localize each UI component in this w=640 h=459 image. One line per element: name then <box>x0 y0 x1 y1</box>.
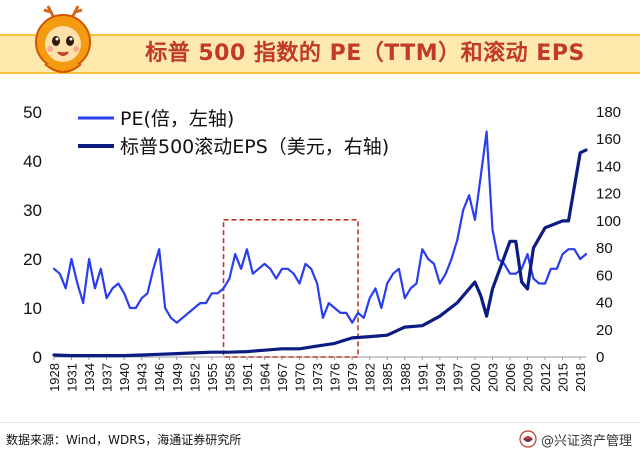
x-tick-label: 1952 <box>187 363 202 392</box>
right-y-tick-label: 40 <box>596 295 613 312</box>
pe-series-line <box>52 130 588 324</box>
x-tick-label: 1934 <box>82 363 97 392</box>
x-tick-label: 1949 <box>170 363 185 392</box>
x-tick-label: 1958 <box>222 363 237 392</box>
x-tick-label: 1976 <box>328 363 343 392</box>
x-tick-label: 2018 <box>573 363 588 392</box>
title-bar: 标普 500 指数的 PE（TTM）和滚动 EPS <box>0 34 640 74</box>
left-y-tick-label: 30 <box>23 201 42 220</box>
mascot-face <box>45 26 81 62</box>
right-y-tick-label: 0 <box>596 349 604 366</box>
left-y-tick-label: 10 <box>23 299 42 318</box>
data-source-note: 数据来源：Wind，WDRS，海通证券研究所 <box>6 433 242 447</box>
eps-series-line <box>52 148 588 358</box>
left-y-tick-label: 20 <box>23 250 42 269</box>
x-tick-label: 1940 <box>117 363 132 392</box>
x-tick-label: 2015 <box>556 363 571 392</box>
x-tick-label: 2009 <box>521 363 536 392</box>
x-tick-label: 1979 <box>345 363 360 392</box>
x-tick-label: 1964 <box>257 363 272 392</box>
left-y-tick-label: 40 <box>23 152 42 171</box>
right-y-tick-label: 120 <box>596 186 621 203</box>
x-tick-label: 1994 <box>433 363 448 392</box>
x-tick-label: 1988 <box>398 363 413 392</box>
legend-pe-label: PE(倍，左轴) <box>120 108 234 130</box>
x-tick-label: 1961 <box>240 363 255 392</box>
x-tick-label: 1970 <box>293 363 308 392</box>
x-tick-label: 1982 <box>363 363 378 392</box>
x-tick-label: 2003 <box>485 363 500 392</box>
brand: @兴证资产管理 <box>519 428 632 450</box>
legend-eps-label: 标普500滚动EPS（美元，右轴) <box>120 136 389 158</box>
footer-divider <box>0 422 640 423</box>
right-y-tick-label: 80 <box>596 240 613 257</box>
x-tick-label: 2000 <box>468 363 483 392</box>
highlight-region-box <box>222 219 359 358</box>
left-y-tick-label: 50 <box>23 103 42 122</box>
x-tick-label: 1973 <box>310 363 325 392</box>
x-tick-label: 1967 <box>275 363 290 392</box>
right-y-tick-label: 140 <box>596 158 621 175</box>
x-tick-label: 1955 <box>205 363 220 392</box>
lion-mascot-icon <box>18 2 108 80</box>
x-tick-label: 1937 <box>100 363 115 392</box>
brand-logo-icon <box>519 430 537 448</box>
page-title: 标普 500 指数的 PE（TTM）和滚动 EPS <box>145 41 585 66</box>
left-y-tick-label: 0 <box>33 348 42 367</box>
right-y-tick-label: 100 <box>596 213 621 230</box>
right-y-tick-label: 60 <box>596 267 613 284</box>
right-y-tick-label: 180 <box>596 104 621 121</box>
header: 标普 500 指数的 PE（TTM）和滚动 EPS <box>0 0 640 82</box>
x-tick-label: 1991 <box>415 363 430 392</box>
x-tick-label: 1943 <box>135 363 150 392</box>
right-y-tick-label: 20 <box>596 322 613 339</box>
x-tick-label: 1946 <box>152 363 167 392</box>
x-tick-label: 1928 <box>47 363 62 392</box>
x-tick-label: 1997 <box>450 363 465 392</box>
x-tick-label: 1931 <box>65 363 80 392</box>
x-tick-label: 1985 <box>380 363 395 392</box>
brand-name: @兴证资产管理 <box>540 433 632 449</box>
right-y-tick-label: 160 <box>596 131 621 148</box>
x-tick-label: 2012 <box>538 363 553 392</box>
x-tick-label: 2006 <box>503 363 518 392</box>
